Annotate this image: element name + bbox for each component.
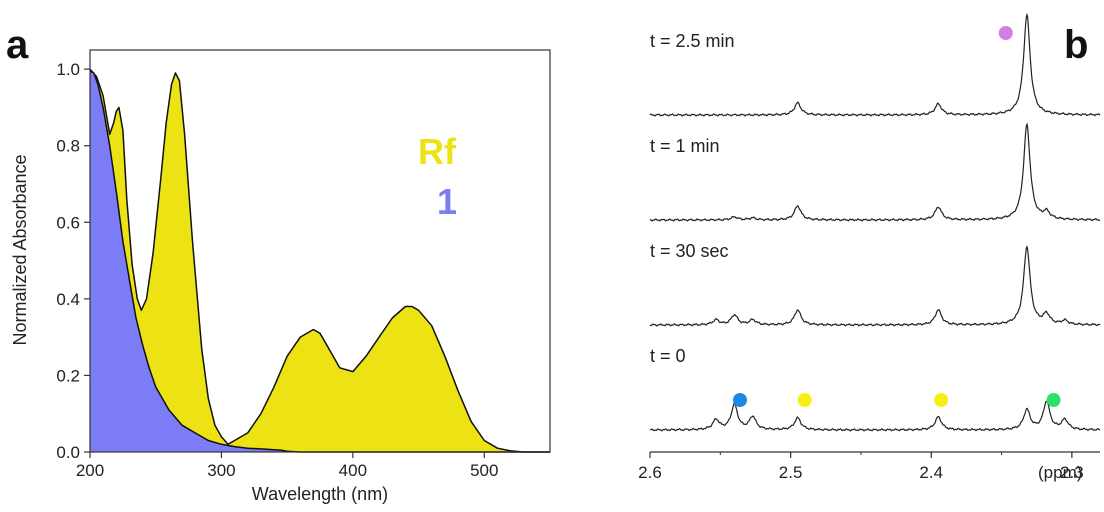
- absorbance-plot-frame: [89, 49, 551, 453]
- peak-marker-dot: [934, 393, 949, 407]
- y-tick-label: 0.8: [56, 137, 80, 156]
- nmr-time-label: t = 1 min: [650, 136, 720, 156]
- x-tick-label: 2.5: [779, 463, 803, 482]
- nmr-time-label: t = 0: [650, 346, 686, 366]
- area-series-rf: [90, 69, 550, 452]
- legend-rf: Rf: [418, 131, 457, 172]
- absorbance-y-axis-label: Normalized Absorbance: [10, 154, 30, 345]
- nmr-time-labels: t = 2.5 min t = 1 min t = 30 sec t = 0: [650, 31, 735, 366]
- nmr-trace: [649, 12, 1101, 117]
- nmr-time-label: t = 2.5 min: [650, 31, 735, 51]
- line-series-rf: [89, 68, 550, 453]
- absorbance-x-ticks: 200 300 400 500: [76, 452, 498, 480]
- legend-1: 1: [437, 181, 457, 222]
- y-tick-label: 0.2: [56, 366, 80, 385]
- y-tick-label: 0.0: [56, 443, 80, 462]
- nmr-spectra: [649, 12, 1101, 432]
- panel-label-b: b: [1064, 23, 1088, 67]
- nmr-trace: [649, 245, 1101, 327]
- nmr-trace: [649, 400, 1101, 432]
- y-tick-label: 1.0: [56, 60, 80, 79]
- nmr-trace: [649, 122, 1101, 222]
- x-tick-label: 2.6: [638, 463, 662, 482]
- absorbance-x-axis-label: Wavelength (nm): [252, 484, 388, 504]
- x-tick-label: 300: [207, 461, 235, 480]
- y-tick-label: 0.4: [56, 290, 80, 309]
- nmr-x-ticks: 2.6 2.5 2.4 2.3: [638, 452, 1084, 482]
- x-tick-label: 500: [470, 461, 498, 480]
- panel-label-a: a: [6, 23, 29, 67]
- x-tick-label: 200: [76, 461, 104, 480]
- nmr-panel: b t = 2.5 min t = 1 min t = 30 sec t = 0 2.…: [638, 12, 1101, 482]
- absorbance-panel: a 200 300 400 500 0.0 0.2 0.4 0.6 0.8 1.0 Wavele…: [6, 23, 551, 504]
- nmr-x-axis-label: (ppm): [1038, 463, 1082, 482]
- x-tick-label: 2.3: [1060, 463, 1084, 482]
- nmr-peak-markers: [733, 26, 1061, 407]
- peak-marker-dot: [733, 393, 747, 407]
- peak-marker-dot: [1046, 393, 1061, 407]
- absorbance-spectra: [89, 68, 550, 453]
- line-series-1: [89, 70, 550, 453]
- area-series-1: [90, 71, 550, 452]
- x-tick-label: 400: [339, 461, 367, 480]
- absorbance-y-ticks: 0.0 0.2 0.4 0.6 0.8 1.0: [56, 60, 90, 462]
- peak-marker-dot: [797, 393, 812, 407]
- absorbance-legend: Rf 1: [418, 131, 457, 222]
- peak-marker-dot: [998, 26, 1013, 40]
- y-tick-label: 0.6: [56, 213, 80, 232]
- nmr-time-label: t = 30 sec: [650, 241, 729, 261]
- x-tick-label: 2.4: [919, 463, 943, 482]
